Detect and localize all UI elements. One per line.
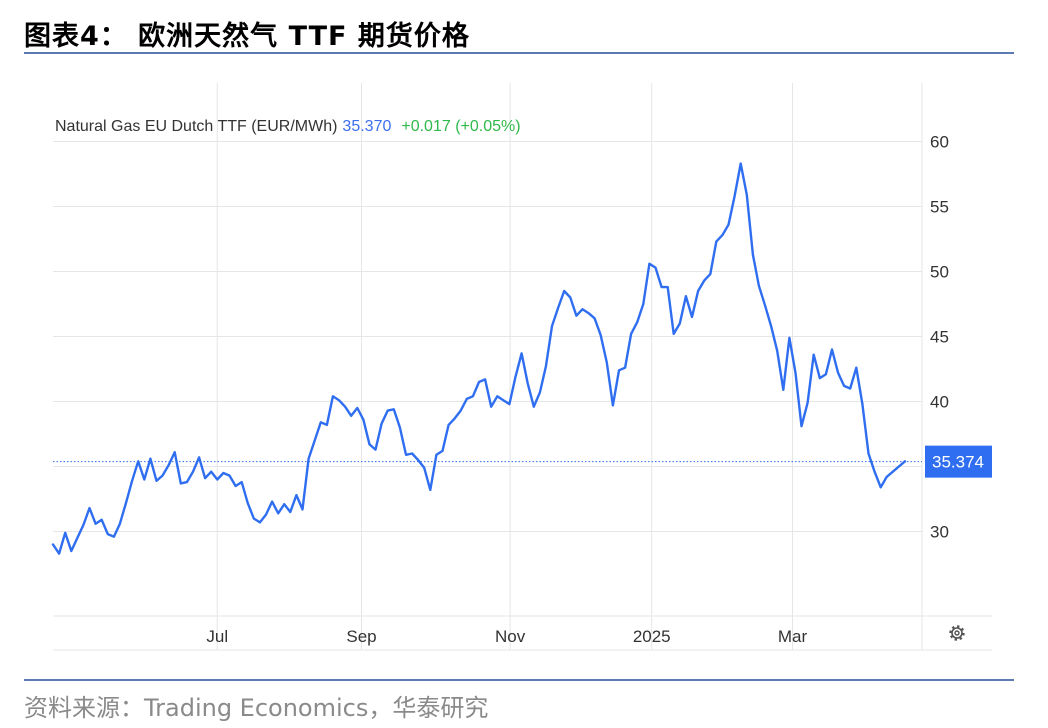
- x-tick-label: Sep: [346, 627, 376, 646]
- y-axis-ticks: 30354045505560: [930, 133, 949, 542]
- x-tick-label: 2025: [633, 627, 671, 646]
- footer-rule: [24, 679, 1014, 681]
- y-tick-label: 40: [930, 393, 949, 412]
- figure-title: 图表4： 欧洲天然气 TTF 期货价格: [24, 21, 470, 52]
- current-price-label: 35.374: [925, 445, 992, 478]
- y-tick-label: 60: [930, 133, 949, 152]
- chart-header: Natural Gas EU Dutch TTF (EUR/MWh) 35.370…: [55, 118, 521, 135]
- x-tick-label: Mar: [778, 627, 808, 646]
- title-rule: [24, 52, 1014, 54]
- current-price-label-text: 35.374: [932, 453, 984, 472]
- y-tick-label: 30: [930, 523, 949, 542]
- gear-icon[interactable]: [949, 625, 965, 641]
- current-price-label-bg: [925, 445, 992, 478]
- current-price: 35.370: [342, 118, 391, 135]
- x-tick-label: Jul: [206, 627, 228, 646]
- price-change: +0.017 (+0.05%): [401, 118, 520, 135]
- y-tick-label: 55: [930, 198, 949, 217]
- x-tick-label: Nov: [495, 627, 526, 646]
- price-series-line: [51, 162, 907, 555]
- y-tick-label: 45: [930, 328, 949, 347]
- chart-grid: [53, 83, 992, 651]
- y-tick-label: 50: [930, 263, 949, 282]
- instrument-name: Natural Gas EU Dutch TTF (EUR/MWh): [55, 118, 337, 135]
- x-axis-ticks: Jul Sep Nov 2025 Mar: [206, 627, 807, 646]
- source-note: 资料来源：Trading Economics，华泰研究: [24, 694, 489, 722]
